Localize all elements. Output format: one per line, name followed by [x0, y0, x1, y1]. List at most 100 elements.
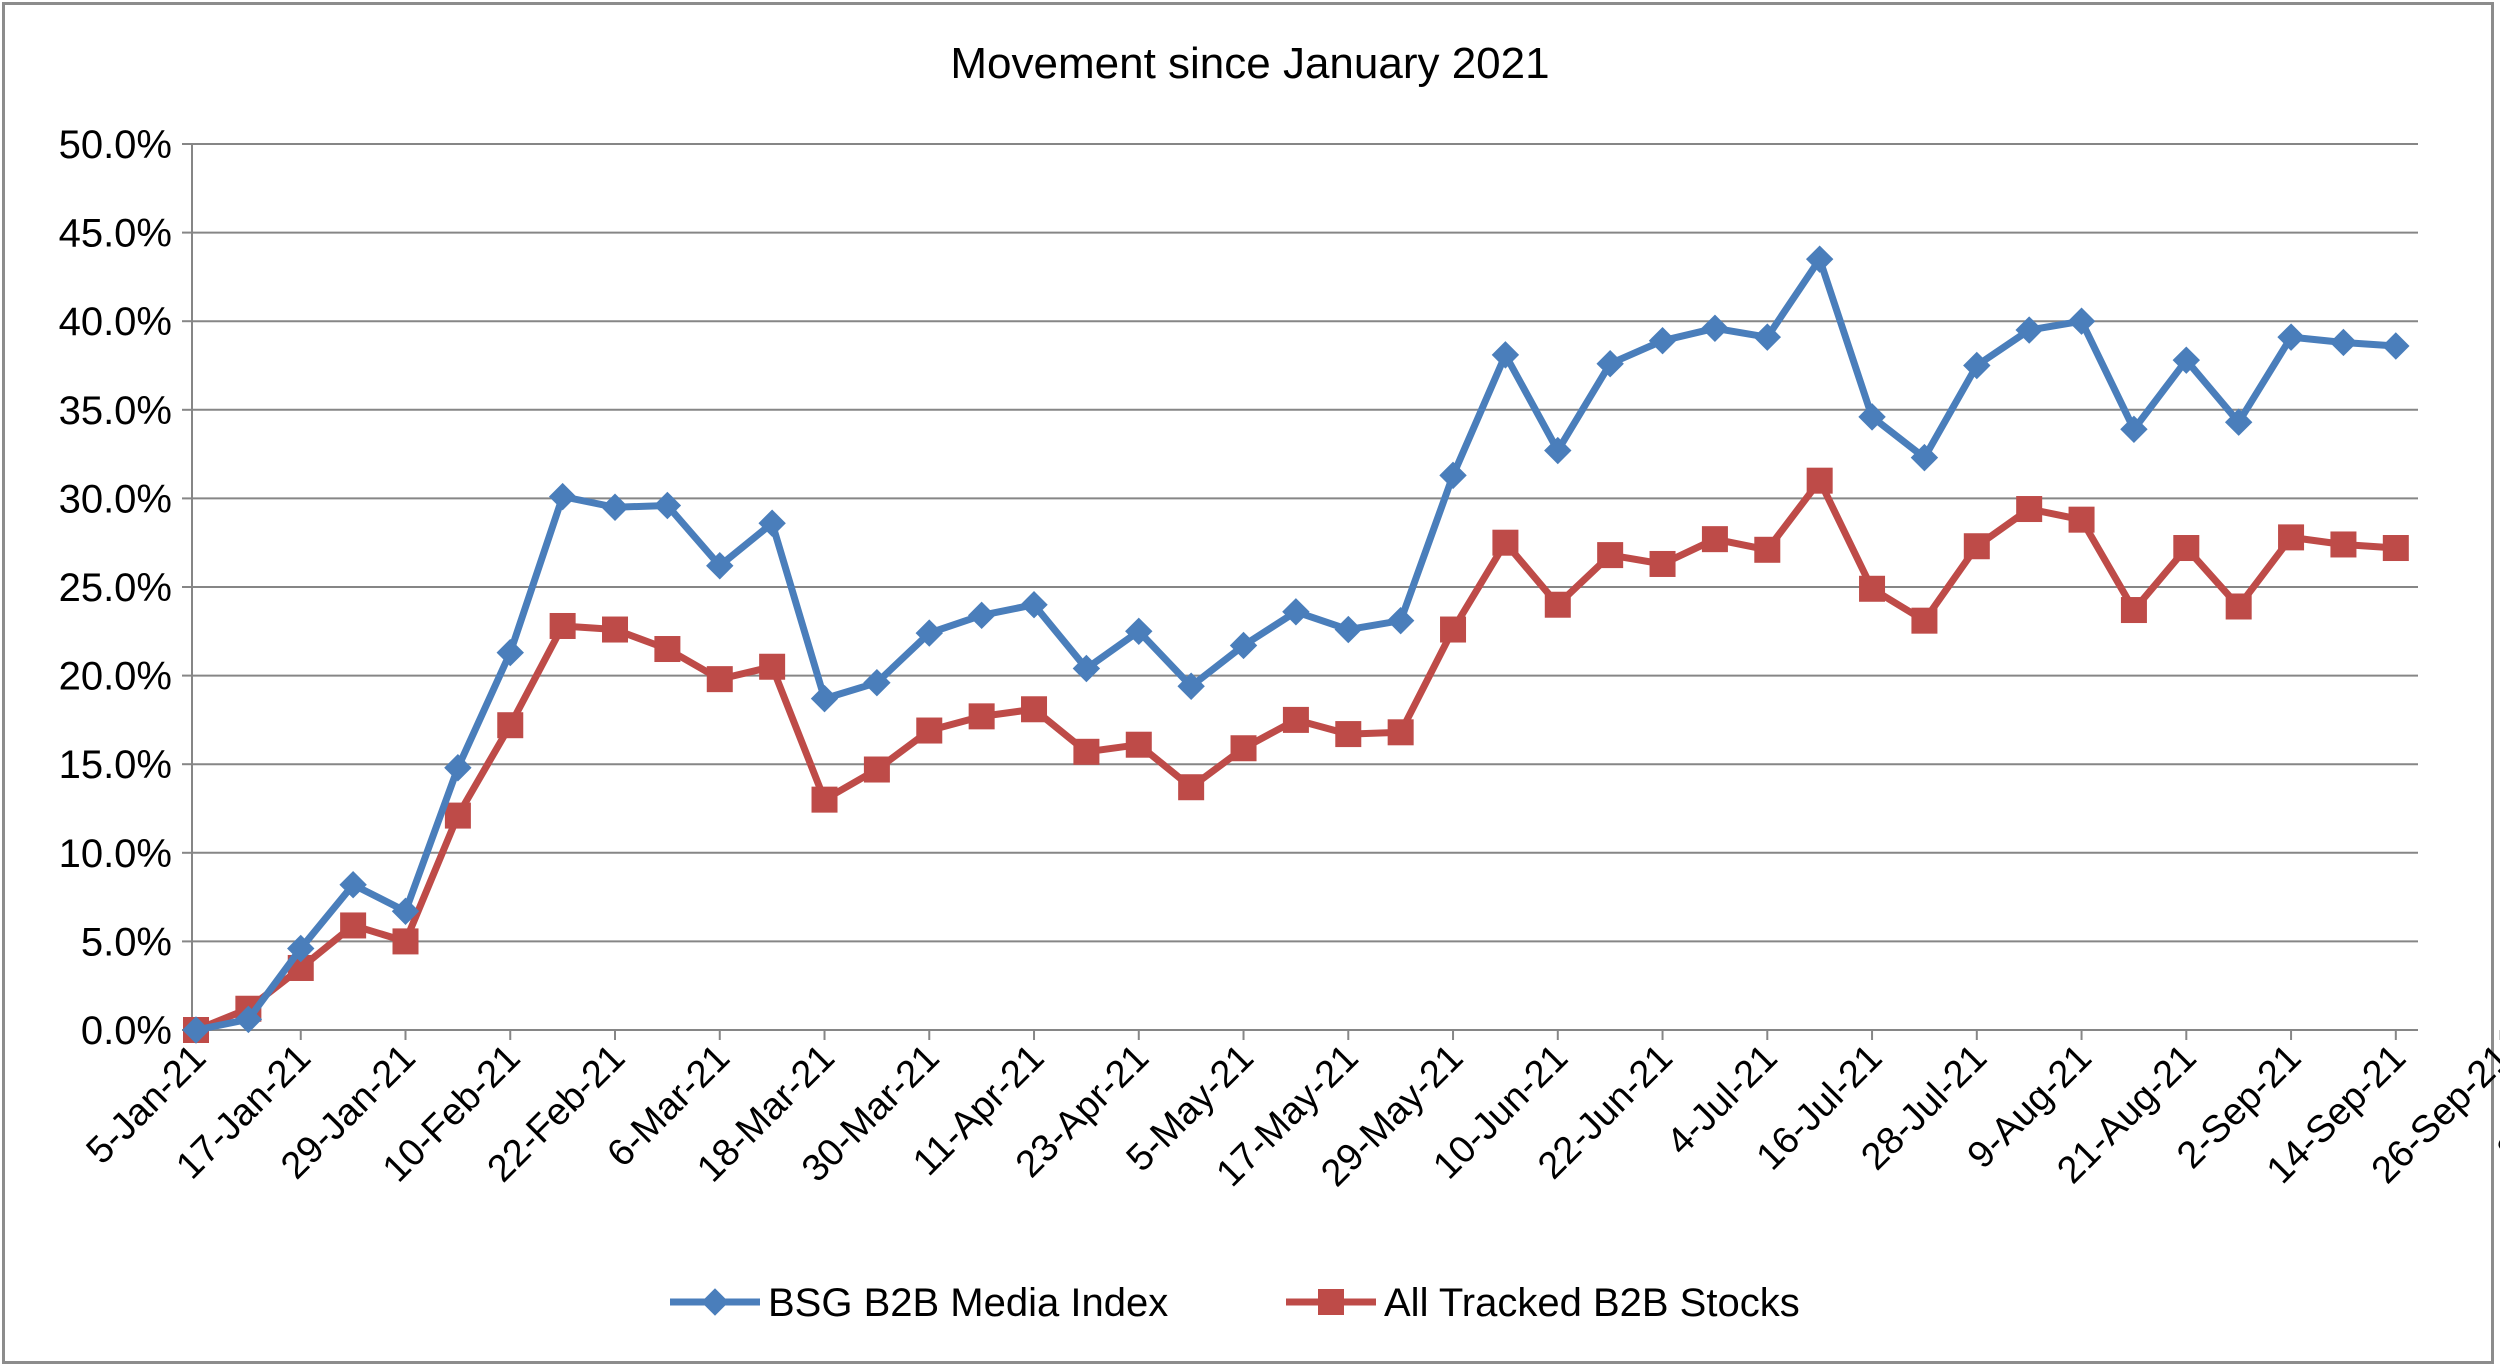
data-point [2015, 316, 2043, 344]
data-point [1021, 696, 1048, 723]
data-point [2277, 323, 2305, 351]
data-point [496, 638, 524, 667]
data-point [1910, 443, 1939, 472]
legend-marker [1318, 1289, 1344, 1315]
data-point [967, 601, 996, 630]
data-point [2173, 535, 2200, 562]
y-tick-label: 40.0% [59, 300, 172, 344]
data-point [1386, 606, 1415, 635]
data-point [1859, 575, 1886, 602]
data-point [1491, 341, 1520, 369]
data-point [2067, 307, 2096, 335]
x-axis: 5-Jan-2117-Jan-2129-Jan-2110-Feb-2122-Fe… [79, 1029, 2500, 1195]
series-bsg-b2b-media-index [182, 245, 2410, 1044]
y-tick-label: 15.0% [59, 743, 172, 787]
data-point [1963, 351, 1991, 380]
data-point [601, 493, 629, 521]
data-point [2068, 506, 2095, 533]
legend-label: BSG B2B Media Index [768, 1281, 1168, 1325]
data-point [2016, 496, 2043, 523]
data-point [1282, 598, 1310, 626]
data-point [1020, 591, 1048, 619]
data-point [863, 668, 891, 697]
data-point [2120, 597, 2147, 624]
data-point [1753, 323, 1782, 351]
data-point [1544, 591, 1571, 618]
y-tick-label: 10.0% [59, 832, 172, 876]
data-point [2172, 346, 2201, 374]
data-point [444, 802, 471, 829]
legend-item: BSG B2B Media Index [670, 1281, 1168, 1325]
data-point [653, 491, 682, 520]
data-point [340, 912, 367, 939]
data-point [287, 934, 315, 963]
data-point [391, 897, 420, 925]
data-point [549, 612, 576, 639]
y-tick-label: 30.0% [59, 477, 172, 521]
data-point [2382, 332, 2410, 360]
y-tick-label: 35.0% [59, 389, 172, 433]
data-point [1334, 615, 1362, 644]
gridlines [192, 143, 2418, 1031]
legend-item: All Tracked B2B Stocks [1286, 1281, 1800, 1325]
data-point [234, 1005, 263, 1034]
data-point [339, 870, 367, 899]
data-point [1230, 735, 1257, 762]
series-lines [182, 245, 2410, 1044]
data-point [2225, 593, 2252, 620]
data-point [1805, 245, 1834, 273]
y-tick-label: 25.0% [59, 566, 172, 610]
data-point [1229, 631, 1258, 660]
data-point [2278, 524, 2305, 551]
data-point [706, 552, 734, 580]
legend: BSG B2B Media Index All Tracked B2B Stock… [670, 1281, 1800, 1325]
data-point [444, 754, 472, 782]
data-point [1387, 719, 1414, 746]
data-point [1649, 550, 1676, 577]
legend-label: All Tracked B2B Stocks [1384, 1281, 1800, 1325]
data-point [497, 712, 524, 739]
data-point [1492, 529, 1519, 556]
y-tick-label: 45.0% [59, 212, 172, 256]
data-point [1963, 533, 1990, 560]
data-point [1178, 774, 1205, 801]
data-point [863, 756, 890, 783]
series-all-tracked-b2b-stocks [183, 467, 2409, 1043]
data-point [1282, 706, 1309, 733]
data-point [758, 509, 786, 537]
y-tick-label: 50.0% [59, 123, 172, 167]
legend-marker [701, 1288, 729, 1316]
data-point [602, 616, 629, 643]
data-point [1858, 403, 1886, 431]
data-point [916, 717, 943, 744]
data-point [1177, 672, 1205, 700]
y-tick-label: 5.0% [81, 920, 172, 964]
data-point [759, 653, 786, 680]
data-point [1648, 326, 1677, 355]
data-point [2329, 328, 2358, 357]
data-point [1440, 616, 1467, 643]
series-line [194, 477, 2397, 1034]
y-tick-label: 0.0% [81, 1009, 172, 1053]
chart-title: Movement since January 2021 [950, 39, 1549, 88]
data-point [915, 619, 943, 647]
data-point [1073, 738, 1100, 765]
data-point [1439, 461, 1467, 490]
data-point [1911, 607, 1938, 634]
data-point [1806, 467, 1833, 494]
series-line [195, 255, 2397, 1034]
data-point [1754, 536, 1781, 563]
data-point [1335, 721, 1362, 748]
data-point [392, 928, 419, 955]
data-point [1072, 654, 1101, 683]
data-point [2120, 415, 2148, 443]
data-point [654, 636, 681, 663]
data-point [1125, 617, 1153, 646]
y-tick-label: 20.0% [59, 655, 172, 699]
data-point [2382, 535, 2409, 562]
data-point [548, 482, 577, 511]
data-point [1596, 350, 1624, 378]
data-point [2224, 408, 2253, 436]
